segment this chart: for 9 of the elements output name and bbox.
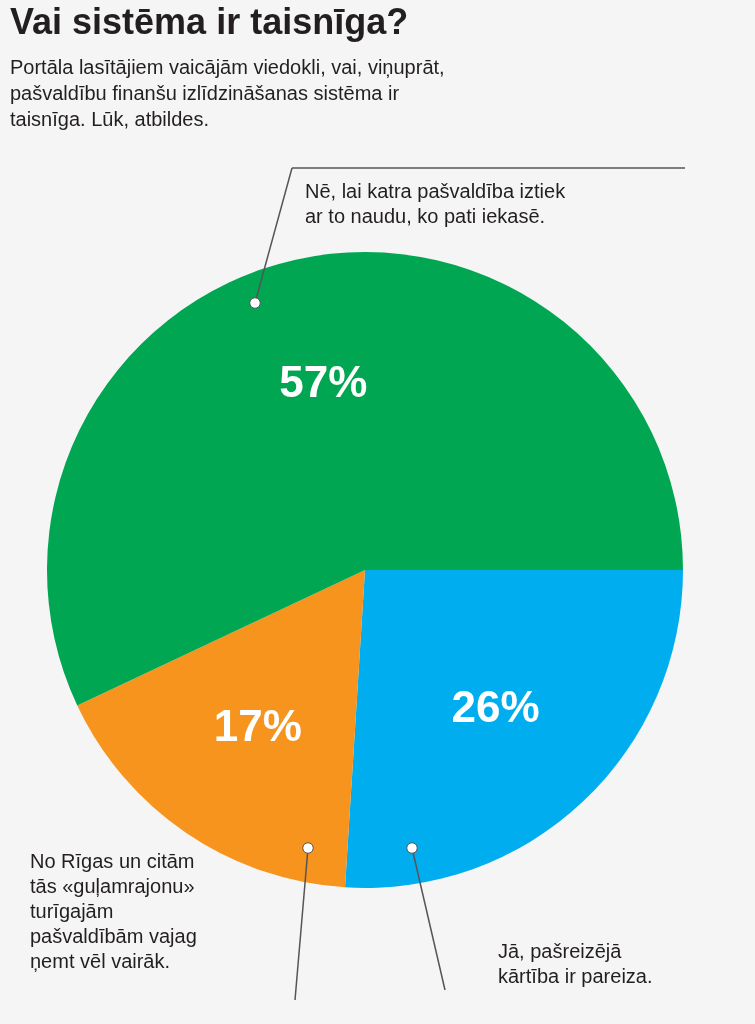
chart-title: Vai sistēma ir taisnīga? (10, 1, 409, 42)
slice-label: No Rīgas un citām tās «guļamrajonu» turīgajām pašvaldībām vajag ņemt vēl vairāk. (30, 850, 197, 972)
pie-slice (345, 570, 683, 888)
data-label: 57% (279, 356, 368, 406)
data-label: 26% (451, 682, 540, 732)
slice-label: Nē, lai katra pašvaldība iztiek ar to naudu, ko pati iekasē. (305, 180, 567, 227)
slice-label: Jā, pašreizējā kārtība ir pareiza. (498, 940, 653, 987)
chart-subtitle: Portāla lasītājiem vaicājām viedokli, vai, viņuprāt, pašvaldību finanšu izlīdzināšanas sistēma ir taisnīga. Lūk, atbildes. (10, 56, 445, 130)
data-label: 17% (213, 700, 302, 750)
